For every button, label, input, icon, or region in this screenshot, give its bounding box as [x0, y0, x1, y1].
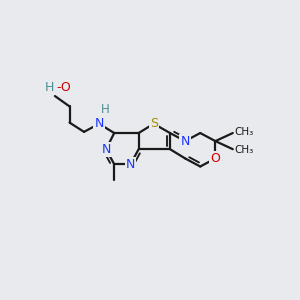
Text: N: N: [126, 158, 135, 171]
Text: N: N: [101, 143, 111, 156]
Text: O: O: [210, 152, 220, 165]
Text: N: N: [94, 117, 104, 130]
Text: N: N: [181, 135, 190, 148]
Text: H: H: [101, 103, 110, 116]
Text: CH₃: CH₃: [235, 127, 254, 137]
Text: S: S: [150, 117, 158, 130]
Text: -O: -O: [56, 81, 71, 94]
Text: H: H: [44, 81, 54, 94]
Text: CH₃: CH₃: [235, 145, 254, 155]
